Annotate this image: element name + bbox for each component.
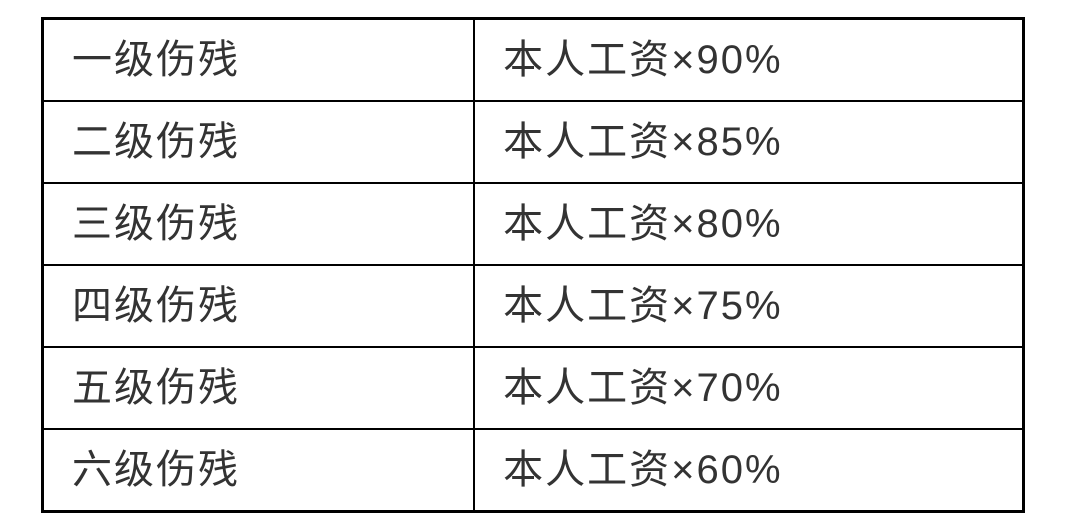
cell-level: 五级伤残 <box>43 347 475 429</box>
table-row: 五级伤残 本人工资×70% <box>43 347 1024 429</box>
cell-level: 六级伤残 <box>43 429 475 512</box>
cell-level: 三级伤残 <box>43 183 475 265</box>
cell-amount: 本人工资×80% <box>474 183 1023 265</box>
cell-level: 四级伤残 <box>43 265 475 347</box>
cell-level: 二级伤残 <box>43 101 475 183</box>
disability-allowance-table: 一级伤残 本人工资×90% 二级伤残 本人工资×85% 三级伤残 本人工资×80… <box>41 17 1025 513</box>
table-row: 二级伤残 本人工资×85% <box>43 101 1024 183</box>
cell-amount: 本人工资×75% <box>474 265 1023 347</box>
cell-amount: 本人工资×90% <box>474 18 1023 101</box>
table-row: 六级伤残 本人工资×60% <box>43 429 1024 512</box>
cell-amount: 本人工资×85% <box>474 101 1023 183</box>
table-row: 一级伤残 本人工资×90% <box>43 18 1024 101</box>
cell-amount: 本人工资×60% <box>474 429 1023 512</box>
cell-amount: 本人工资×70% <box>474 347 1023 429</box>
table-row: 三级伤残 本人工资×80% <box>43 183 1024 265</box>
table-row: 四级伤残 本人工资×75% <box>43 265 1024 347</box>
cell-level: 一级伤残 <box>43 18 475 101</box>
